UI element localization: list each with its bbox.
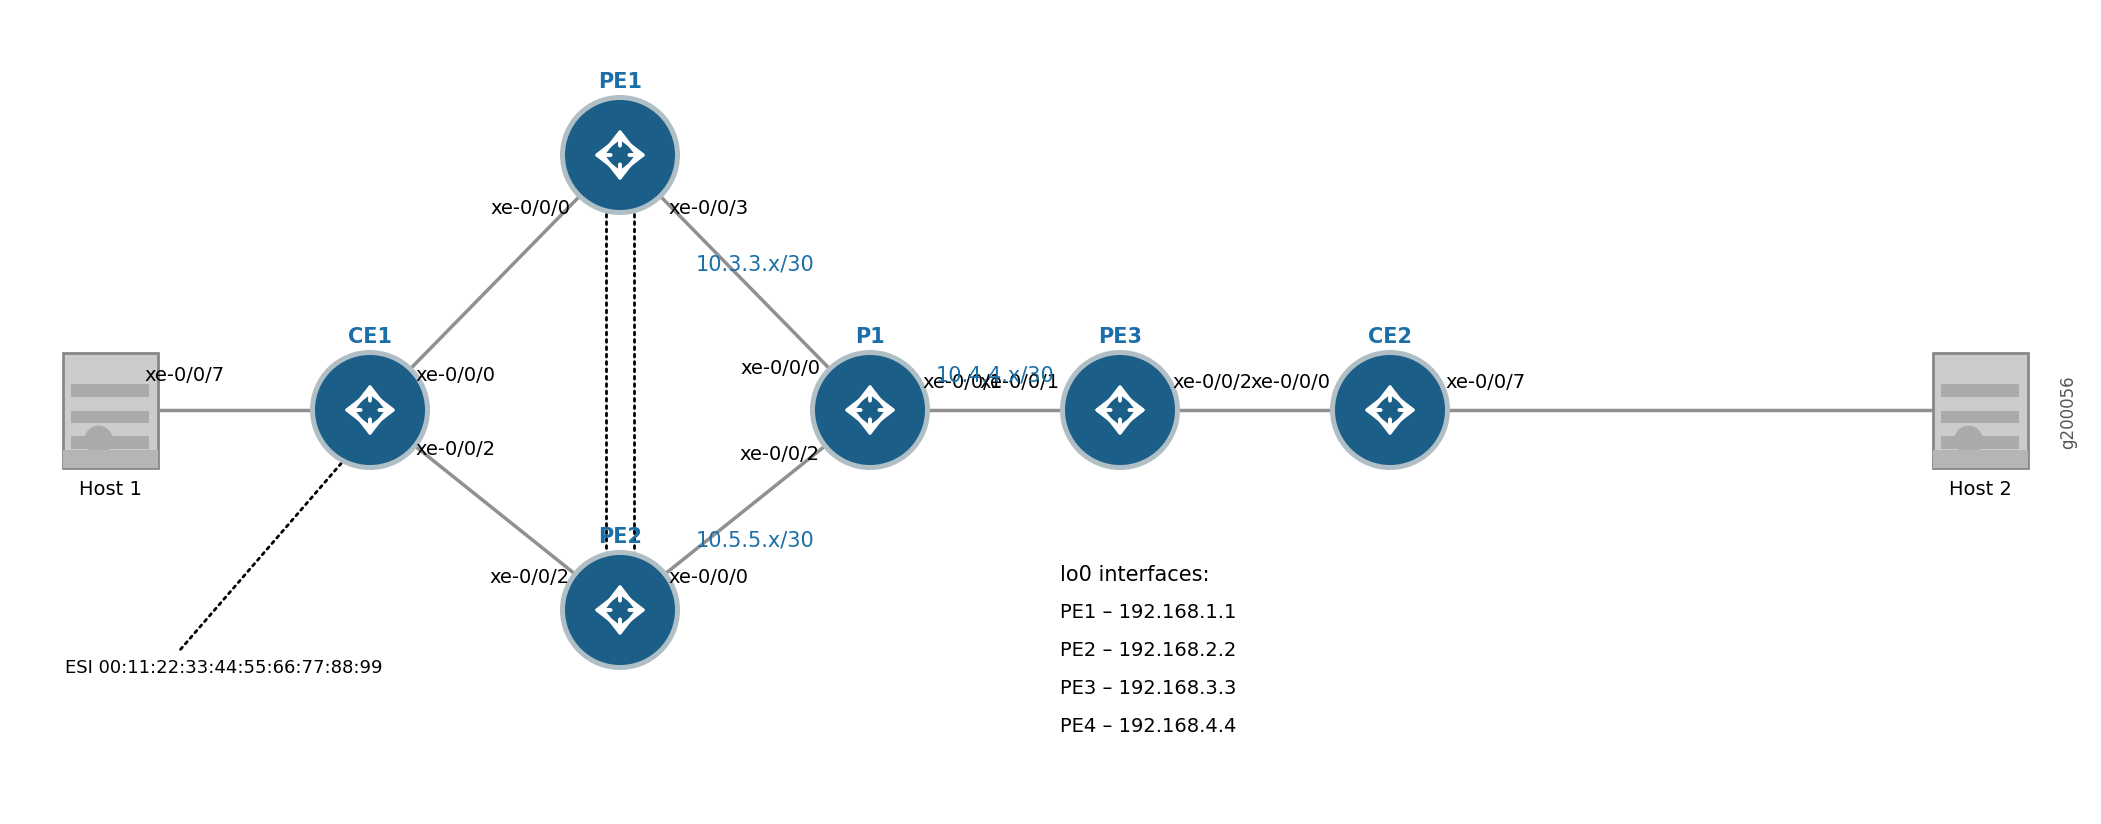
Text: xe-0/0/1: xe-0/0/1 bbox=[979, 373, 1061, 392]
Text: xe-0/0/2: xe-0/0/2 bbox=[740, 445, 819, 464]
Text: g200056: g200056 bbox=[2059, 375, 2078, 449]
Circle shape bbox=[1330, 350, 1450, 470]
Text: PE2 – 192.168.2.2: PE2 – 192.168.2.2 bbox=[1061, 641, 1235, 660]
Circle shape bbox=[1954, 426, 1983, 454]
Text: 10.5.5.x/30: 10.5.5.x/30 bbox=[695, 530, 815, 550]
FancyBboxPatch shape bbox=[71, 410, 149, 424]
Circle shape bbox=[315, 355, 424, 465]
Circle shape bbox=[561, 95, 681, 215]
FancyBboxPatch shape bbox=[1941, 410, 2019, 424]
Text: PE3: PE3 bbox=[1099, 327, 1143, 347]
FancyBboxPatch shape bbox=[1941, 384, 2019, 397]
FancyBboxPatch shape bbox=[1933, 353, 2027, 467]
FancyBboxPatch shape bbox=[63, 450, 158, 467]
FancyBboxPatch shape bbox=[71, 436, 149, 448]
Text: PE1: PE1 bbox=[599, 72, 643, 92]
Text: CE2: CE2 bbox=[1368, 327, 1412, 347]
Circle shape bbox=[561, 550, 681, 670]
Text: xe-0/0/3: xe-0/0/3 bbox=[668, 199, 748, 218]
Text: Host 1: Host 1 bbox=[78, 480, 141, 499]
Text: 10.3.3.x/30: 10.3.3.x/30 bbox=[695, 255, 815, 275]
Circle shape bbox=[1334, 355, 1445, 465]
Text: xe-0/0/0: xe-0/0/0 bbox=[668, 568, 748, 587]
Circle shape bbox=[565, 100, 674, 210]
Text: Host 2: Host 2 bbox=[1948, 480, 2011, 499]
Text: xe-0/0/0: xe-0/0/0 bbox=[490, 199, 569, 218]
Text: xe-0/0/0: xe-0/0/0 bbox=[1250, 373, 1330, 392]
Text: xe-0/0/7: xe-0/0/7 bbox=[1445, 373, 1525, 392]
Circle shape bbox=[1061, 350, 1181, 470]
Text: PE2: PE2 bbox=[599, 527, 643, 547]
Text: ESI 00:11:22:33:44:55:66:77:88:99: ESI 00:11:22:33:44:55:66:77:88:99 bbox=[65, 659, 382, 677]
Circle shape bbox=[811, 350, 931, 470]
Text: P1: P1 bbox=[855, 327, 885, 347]
Circle shape bbox=[565, 555, 674, 665]
FancyBboxPatch shape bbox=[1933, 450, 2027, 467]
FancyBboxPatch shape bbox=[71, 384, 149, 397]
FancyBboxPatch shape bbox=[63, 353, 158, 467]
Text: 10.4.4.x/30: 10.4.4.x/30 bbox=[935, 365, 1055, 385]
Circle shape bbox=[311, 350, 431, 470]
Circle shape bbox=[815, 355, 924, 465]
Text: PE4 – 192.168.4.4: PE4 – 192.168.4.4 bbox=[1061, 717, 1235, 736]
Text: xe-0/0/1: xe-0/0/1 bbox=[922, 373, 1002, 392]
Circle shape bbox=[1065, 355, 1174, 465]
Text: xe-0/0/7: xe-0/0/7 bbox=[145, 366, 225, 385]
Circle shape bbox=[84, 426, 113, 454]
Text: PE3 – 192.168.3.3: PE3 – 192.168.3.3 bbox=[1061, 679, 1235, 698]
Text: xe-0/0/0: xe-0/0/0 bbox=[740, 359, 819, 378]
Text: xe-0/0/2: xe-0/0/2 bbox=[416, 440, 496, 459]
Text: CE1: CE1 bbox=[349, 327, 393, 347]
FancyBboxPatch shape bbox=[1941, 436, 2019, 448]
Text: xe-0/0/2: xe-0/0/2 bbox=[490, 568, 569, 587]
Text: xe-0/0/0: xe-0/0/0 bbox=[416, 366, 496, 385]
Text: lo0 interfaces:: lo0 interfaces: bbox=[1061, 565, 1210, 585]
Text: xe-0/0/2: xe-0/0/2 bbox=[1172, 373, 1252, 392]
Text: PE1 – 192.168.1.1: PE1 – 192.168.1.1 bbox=[1061, 603, 1235, 622]
